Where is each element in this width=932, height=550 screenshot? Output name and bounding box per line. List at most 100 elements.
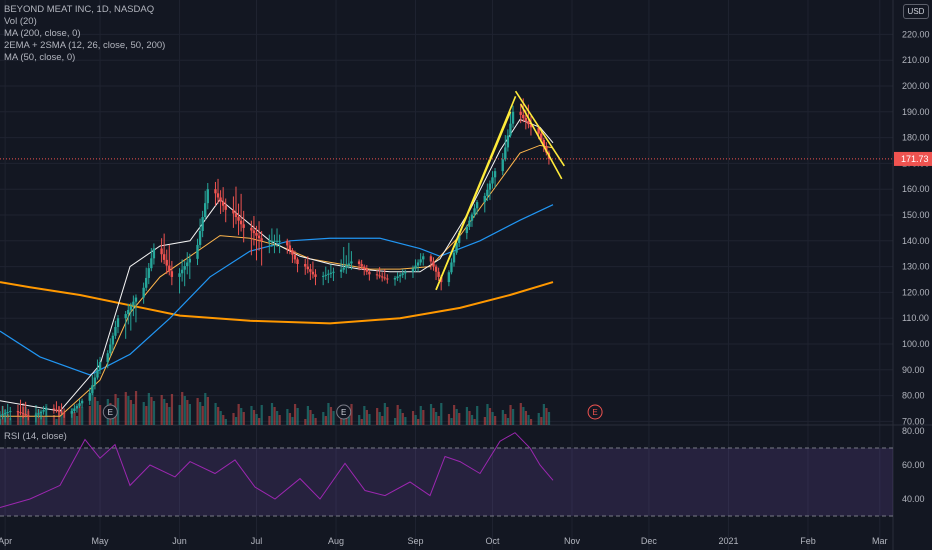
candle-body bbox=[39, 411, 43, 414]
candle-body bbox=[396, 276, 399, 278]
price-tick-label: 90.00 bbox=[902, 365, 925, 375]
volume-bar bbox=[465, 407, 469, 425]
currency-button[interactable]: USD bbox=[903, 4, 929, 19]
volume-bar bbox=[455, 409, 458, 425]
volume-bar bbox=[168, 407, 171, 425]
legend-ema-sma[interactable]: 2EMA + 2SMA (12, 26, close, 50, 200) bbox=[4, 40, 166, 51]
candle-body bbox=[383, 277, 386, 279]
price-tick-label: 150.00 bbox=[902, 210, 930, 220]
volume-bar bbox=[255, 414, 258, 425]
candle-body bbox=[21, 413, 25, 415]
volume-bar bbox=[512, 409, 515, 425]
candle-body bbox=[457, 233, 461, 243]
volume-bar bbox=[42, 417, 45, 425]
candle-body bbox=[475, 202, 479, 209]
earnings-marker bbox=[102, 404, 118, 420]
volume-bar bbox=[404, 417, 407, 425]
candle-body bbox=[452, 252, 456, 263]
volume-bar bbox=[522, 407, 525, 425]
volume-bar bbox=[9, 418, 12, 425]
candle-body bbox=[455, 242, 458, 253]
volume-bar bbox=[129, 400, 133, 425]
volume-bar bbox=[150, 397, 153, 425]
volume-bar bbox=[204, 393, 207, 425]
candle-body bbox=[419, 259, 422, 263]
candle-body bbox=[88, 393, 91, 401]
candle-body bbox=[321, 275, 325, 277]
candle-body bbox=[165, 259, 168, 266]
candle-body bbox=[447, 272, 451, 283]
volume-bar bbox=[0, 419, 2, 425]
price-tick-label: 210.00 bbox=[902, 55, 930, 65]
earnings-marker-label: E bbox=[108, 408, 113, 417]
price-tick-label: 180.00 bbox=[902, 133, 930, 143]
candle-body bbox=[237, 217, 240, 221]
price-axis[interactable]: 220.00210.00200.00190.00180.00170.00160.… bbox=[902, 29, 930, 504]
volume-bar bbox=[311, 414, 315, 425]
volume-bar bbox=[116, 398, 120, 425]
candle-body bbox=[350, 261, 353, 264]
volume-bar bbox=[127, 396, 130, 425]
candle-body bbox=[288, 245, 292, 251]
candle-body bbox=[116, 318, 120, 327]
time-tick-label: Nov bbox=[564, 536, 581, 546]
candle-body bbox=[0, 415, 2, 417]
candle-body bbox=[293, 254, 297, 260]
volume-bar bbox=[196, 398, 199, 425]
volume-bar bbox=[324, 416, 327, 425]
candle-body bbox=[252, 230, 256, 234]
volume-bar bbox=[329, 407, 333, 425]
candle-body bbox=[91, 385, 94, 394]
volume-bar bbox=[242, 412, 245, 425]
volume-bar bbox=[358, 415, 361, 425]
candle-body bbox=[291, 250, 294, 255]
volume-bar bbox=[222, 415, 225, 425]
candle-body bbox=[411, 268, 415, 272]
legend-rsi[interactable]: RSI (14, close) bbox=[4, 431, 67, 442]
legend-symbol[interactable]: BEYOND MEAT INC, 1D, NASDAQ bbox=[4, 4, 155, 15]
legend-ma200[interactable]: MA (200, close, 0) bbox=[4, 28, 81, 39]
candle-body bbox=[488, 183, 492, 190]
volume-bar bbox=[199, 402, 202, 425]
volume-bar bbox=[147, 393, 150, 425]
volume-bar bbox=[540, 417, 543, 425]
trendlines[interactable] bbox=[435, 90, 565, 291]
time-tick-label: Jul bbox=[251, 536, 263, 546]
volume-bar bbox=[293, 404, 297, 425]
candle-body bbox=[422, 256, 425, 260]
candle-body bbox=[342, 267, 345, 270]
time-axis[interactable]: Apr May Jun Jul Aug Sep Oct Nov Dec 2021 Feb Mar bbox=[0, 536, 888, 546]
candle-body bbox=[201, 217, 204, 231]
volume-bar bbox=[378, 412, 381, 425]
candle-body bbox=[278, 240, 281, 242]
candle-body bbox=[242, 224, 245, 228]
legend-vol[interactable]: Vol (20) bbox=[4, 16, 37, 27]
volume-bar bbox=[437, 416, 440, 425]
candle-body bbox=[380, 276, 384, 278]
volume-bar bbox=[306, 406, 309, 425]
candle-body bbox=[540, 133, 543, 140]
rsi-pane bbox=[0, 432, 893, 517]
last-price-tag bbox=[894, 151, 932, 166]
volume-bar bbox=[547, 412, 551, 425]
candle-body bbox=[255, 233, 258, 236]
candle-body bbox=[55, 409, 58, 411]
volume-bar bbox=[488, 408, 492, 425]
candle-body bbox=[216, 193, 220, 198]
volume-bar bbox=[188, 404, 192, 425]
earnings-marker bbox=[587, 404, 603, 420]
candle-body bbox=[196, 244, 199, 259]
volume-bar bbox=[450, 418, 453, 425]
candle-body bbox=[73, 408, 76, 412]
candle-body bbox=[437, 271, 440, 277]
candle-body bbox=[16, 411, 20, 413]
volume-bar bbox=[219, 411, 222, 425]
candle-body bbox=[393, 277, 397, 280]
legend-ma50[interactable]: MA (50, close, 0) bbox=[4, 52, 76, 63]
candle-body bbox=[232, 209, 235, 214]
earnings-marker bbox=[336, 404, 352, 420]
volume-bar bbox=[16, 412, 20, 425]
candle-body bbox=[363, 266, 366, 270]
